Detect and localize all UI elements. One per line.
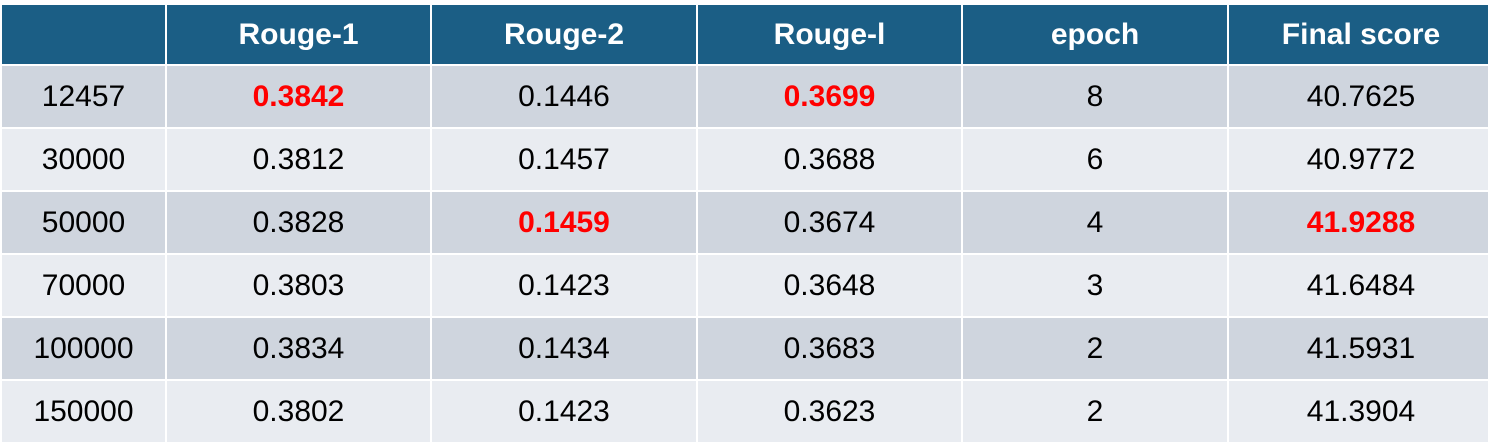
data-cell: 2 bbox=[963, 318, 1227, 379]
data-cell: 0.3812 bbox=[167, 129, 430, 190]
data-cell: 0.1423 bbox=[432, 255, 696, 316]
header-corner bbox=[2, 5, 165, 64]
data-cell: 0.1434 bbox=[432, 318, 696, 379]
data-cell: 4 bbox=[963, 192, 1227, 253]
header-cell: Rouge-1 bbox=[167, 5, 430, 64]
data-cell: 41.6484 bbox=[1229, 255, 1488, 316]
data-cell: 41.5931 bbox=[1229, 318, 1488, 379]
row-label: 100000 bbox=[2, 318, 165, 379]
data-cell: 40.9772 bbox=[1229, 129, 1488, 190]
data-cell: 0.3834 bbox=[167, 318, 430, 379]
row-label: 70000 bbox=[2, 255, 165, 316]
data-cell: 0.3828 bbox=[167, 192, 430, 253]
data-cell: 0.1459 bbox=[432, 192, 696, 253]
data-cell: 40.7625 bbox=[1229, 66, 1488, 127]
data-cell: 0.3699 bbox=[698, 66, 961, 127]
header-cell: Final score bbox=[1229, 5, 1488, 64]
row-label: 150000 bbox=[2, 381, 165, 442]
data-cell: 0.3802 bbox=[167, 381, 430, 442]
data-cell: 0.1457 bbox=[432, 129, 696, 190]
row-label: 12457 bbox=[2, 66, 165, 127]
data-cell: 0.3683 bbox=[698, 318, 961, 379]
data-cell: 41.3904 bbox=[1229, 381, 1488, 442]
table: Rouge-1 Rouge-2 Rouge-l epoch Final score 124… bbox=[2, 5, 1488, 442]
data-cell: 8 bbox=[963, 66, 1227, 127]
data-cell: 0.3648 bbox=[698, 255, 961, 316]
data-cell: 6 bbox=[963, 129, 1227, 190]
data-cell: 0.3623 bbox=[698, 381, 961, 442]
row-label: 30000 bbox=[2, 129, 165, 190]
data-cell: 0.1423 bbox=[432, 381, 696, 442]
data-cell: 0.3688 bbox=[698, 129, 961, 190]
row-label: 50000 bbox=[2, 192, 165, 253]
data-cell: 2 bbox=[963, 381, 1227, 442]
data-cell: 0.1446 bbox=[432, 66, 696, 127]
data-cell: 3 bbox=[963, 255, 1227, 316]
data-cell: 0.3674 bbox=[698, 192, 961, 253]
data-cell: 0.3842 bbox=[167, 66, 430, 127]
header-cell: epoch bbox=[963, 5, 1227, 64]
data-cell: 41.9288 bbox=[1229, 192, 1488, 253]
header-cell: Rouge-2 bbox=[432, 5, 696, 64]
header-cell: Rouge-l bbox=[698, 5, 961, 64]
data-cell: 0.3803 bbox=[167, 255, 430, 316]
